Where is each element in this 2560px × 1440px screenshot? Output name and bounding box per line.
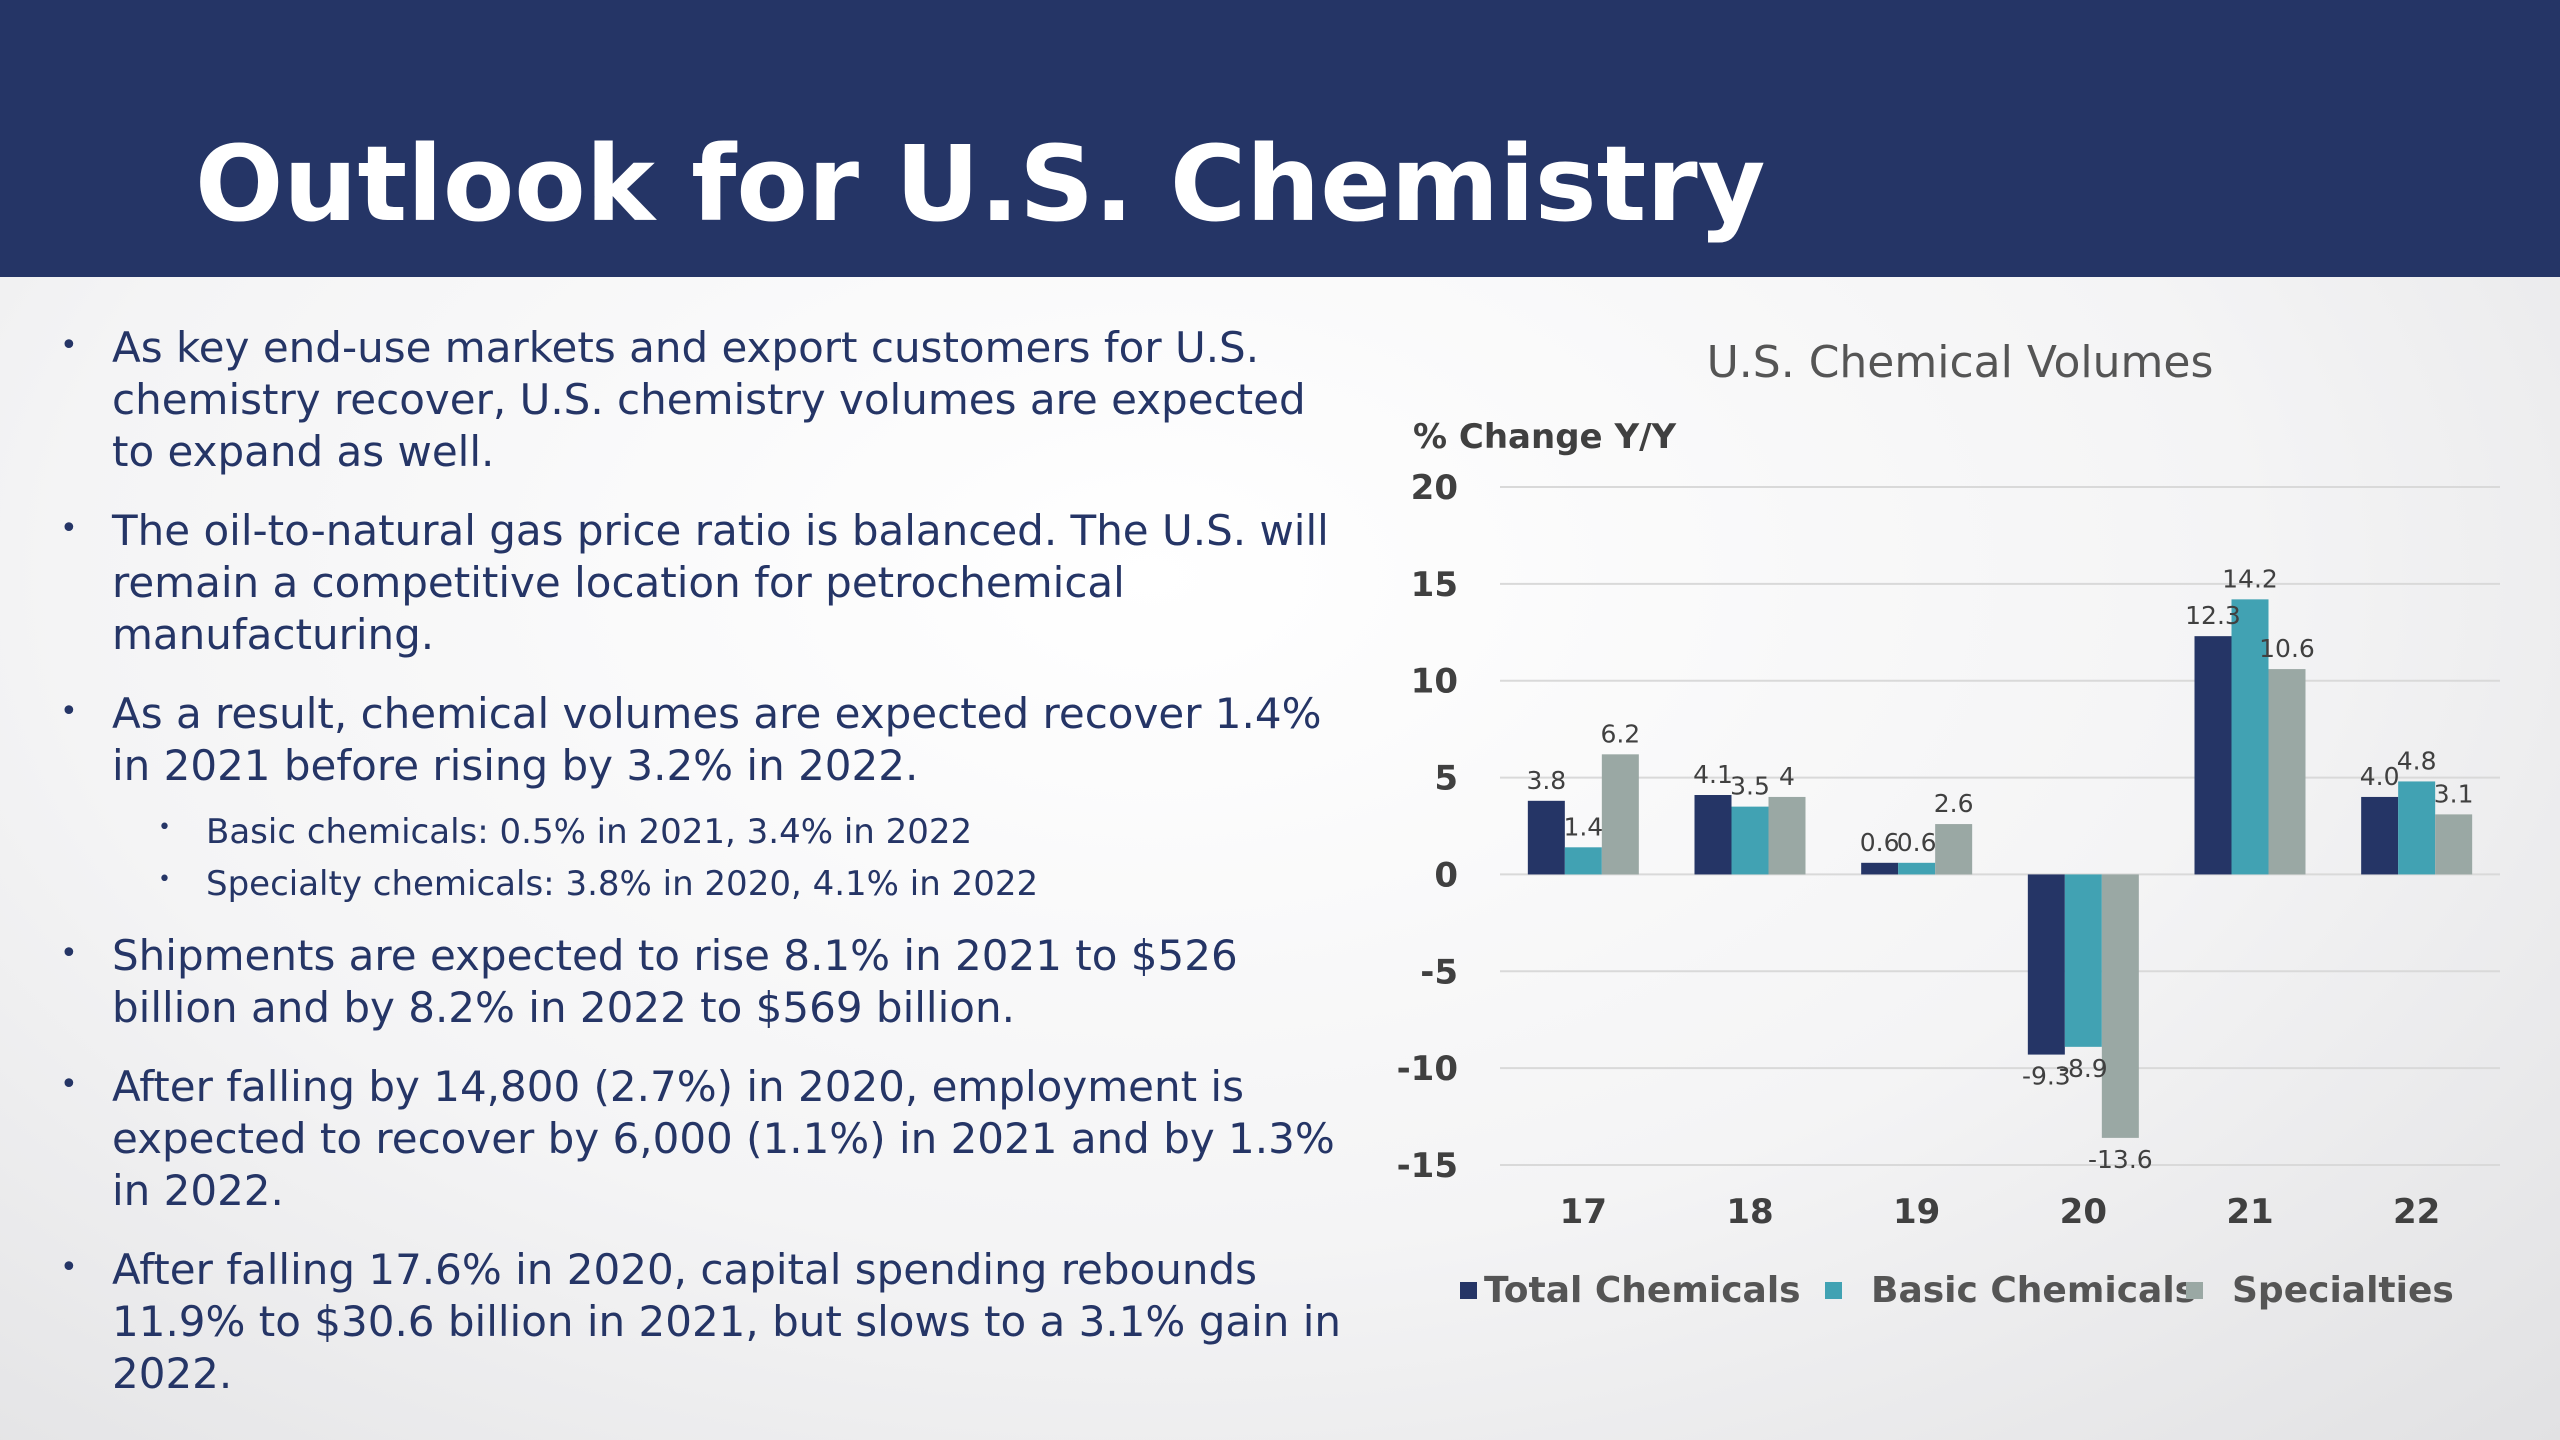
data-label: 0.6 bbox=[1897, 828, 1937, 857]
bullet-dot-icon: • bbox=[60, 936, 78, 971]
data-label: 10.6 bbox=[2259, 634, 2315, 663]
sub-bullet-text: Basic chemicals: 0.5% in 2021, 3.4% in 2… bbox=[206, 812, 973, 852]
y-tick-label: 20 bbox=[1411, 468, 1458, 508]
data-label: 4.1 bbox=[1693, 760, 1733, 789]
data-label: 3.5 bbox=[1730, 772, 1770, 801]
x-tick-label: 21 bbox=[2226, 1192, 2273, 1232]
bullet-item: • Shipments are expected to rise 8.1% in… bbox=[60, 930, 1360, 1034]
bullet-text: Shipments are expected to rise 8.1% in 2… bbox=[112, 931, 1238, 1032]
bullet-dot-icon: • bbox=[60, 694, 78, 729]
sub-bullet-text: Specialty chemicals: 3.8% in 2020, 4.1% … bbox=[206, 864, 1039, 904]
bar bbox=[1935, 824, 1973, 875]
volumes-bar-chart: U.S. Chemical Volumes % Change Y/Y 20 15 1… bbox=[1397, 337, 2500, 1311]
x-tick-label: 18 bbox=[1726, 1192, 1773, 1232]
bar bbox=[2268, 669, 2306, 875]
x-axis-ticks: 17 18 19 20 21 22 bbox=[1560, 1192, 2441, 1232]
legend-label: Basic Chemicals bbox=[1871, 1270, 2196, 1311]
y-tick-label: 5 bbox=[1434, 759, 1458, 799]
sub-bullet-item: • Basic chemicals: 0.5% in 2021, 3.4% in… bbox=[60, 812, 1360, 852]
bullet-list: • As key end-use markets and export cust… bbox=[60, 322, 1360, 1427]
y-tick-label: 0 bbox=[1434, 855, 1458, 895]
chart-legend: Total Chemicals Basic Chemicals Specialtie… bbox=[1460, 1270, 2454, 1311]
bar bbox=[1731, 806, 1769, 875]
data-label: 14.2 bbox=[2222, 564, 2278, 593]
bar bbox=[1861, 862, 1899, 875]
bullet-text: After falling 17.6% in 2020, capital spe… bbox=[112, 1245, 1342, 1398]
bar bbox=[1601, 754, 1639, 875]
data-label: -13.6 bbox=[2088, 1145, 2153, 1174]
bar bbox=[2435, 814, 2473, 875]
slide-title: Outlook for U.S. Chemistry bbox=[195, 123, 1766, 245]
x-tick-label: 19 bbox=[1893, 1192, 1940, 1232]
bar bbox=[1527, 800, 1565, 875]
y-axis-label: % Change Y/Y bbox=[1413, 417, 1676, 457]
bullet-item: • After falling by 14,800 (2.7%) in 2020… bbox=[60, 1061, 1360, 1217]
data-label: -9.3 bbox=[2022, 1062, 2071, 1091]
bullet-item: • As a result, chemical volumes are expe… bbox=[60, 688, 1360, 792]
data-label: 0.6 bbox=[1860, 828, 1900, 857]
legend-swatch bbox=[1825, 1282, 1842, 1299]
sub-bullet-dot-icon: • bbox=[158, 867, 171, 892]
data-label: 1.4 bbox=[1563, 812, 1603, 841]
bar bbox=[1694, 795, 1732, 875]
data-label: 2.6 bbox=[1934, 789, 1974, 818]
data-label: 12.3 bbox=[2185, 601, 2241, 630]
bullet-text: As a result, chemical volumes are expect… bbox=[112, 689, 1322, 790]
bar bbox=[2064, 874, 2102, 1047]
bullet-item: • As key end-use markets and export cust… bbox=[60, 322, 1360, 478]
bar bbox=[2361, 796, 2399, 875]
bullet-dot-icon: • bbox=[60, 1067, 78, 1102]
title-banner bbox=[0, 0, 2560, 277]
data-label: 4.0 bbox=[2360, 762, 2400, 791]
bullet-dot-icon: • bbox=[60, 511, 78, 546]
legend-swatch bbox=[1460, 1282, 1477, 1299]
bar bbox=[1564, 847, 1602, 875]
y-tick-label: -5 bbox=[1420, 952, 1458, 992]
data-label: -8.9 bbox=[2059, 1054, 2108, 1083]
y-axis-ticks: 20 15 10 5 0 -5 -10 -15 bbox=[1397, 468, 1458, 1186]
sub-bullet-item: • Specialty chemicals: 3.8% in 2020, 4.1… bbox=[60, 864, 1360, 904]
bar bbox=[2231, 599, 2269, 875]
data-label: 4.8 bbox=[2397, 746, 2437, 775]
x-tick-label: 17 bbox=[1560, 1192, 1607, 1232]
legend-label: Specialties bbox=[2232, 1270, 2454, 1311]
bullet-item: • After falling 17.6% in 2020, capital s… bbox=[60, 1244, 1360, 1400]
y-tick-label: 10 bbox=[1411, 662, 1458, 702]
data-labels: 3.8 1.4 6.2 4.13.5 4 0.60.6 2.6 -9.3-8.9 -13.6 12… bbox=[1526, 564, 2473, 1174]
data-label: 3.1 bbox=[2434, 779, 2474, 808]
bullet-dot-icon: • bbox=[60, 1250, 78, 1285]
bullet-item: • The oil-to-natural gas price ratio is … bbox=[60, 505, 1360, 661]
sub-bullet-dot-icon: • bbox=[158, 815, 171, 840]
y-tick-label: -15 bbox=[1397, 1146, 1458, 1186]
bar bbox=[2101, 874, 2139, 1138]
y-tick-label: -10 bbox=[1397, 1049, 1458, 1089]
bar bbox=[2194, 636, 2232, 875]
bullet-dot-icon: • bbox=[60, 328, 78, 363]
chart-title: U.S. Chemical Volumes bbox=[1707, 337, 2214, 388]
bullet-text: As key end-use markets and export custom… bbox=[112, 323, 1306, 476]
data-label: 3.8 bbox=[1526, 766, 1566, 795]
bullet-text: The oil-to-natural gas price ratio is ba… bbox=[112, 506, 1329, 659]
bar bbox=[2027, 874, 2065, 1055]
bar-group bbox=[1527, 599, 2473, 1138]
bar bbox=[1898, 862, 1936, 875]
gridlines bbox=[1500, 486, 2500, 1166]
data-label: 6.2 bbox=[1600, 719, 1640, 748]
legend-label: Total Chemicals bbox=[1484, 1270, 1801, 1311]
bullet-text: After falling by 14,800 (2.7%) in 2020, … bbox=[112, 1062, 1335, 1215]
legend-swatch bbox=[2186, 1282, 2203, 1299]
bar bbox=[2398, 781, 2436, 875]
x-tick-label: 20 bbox=[2060, 1192, 2107, 1232]
data-label: 4 bbox=[1779, 762, 1795, 791]
bar bbox=[1768, 796, 1806, 875]
x-tick-label: 22 bbox=[2393, 1192, 2440, 1232]
y-tick-label: 15 bbox=[1411, 565, 1458, 605]
